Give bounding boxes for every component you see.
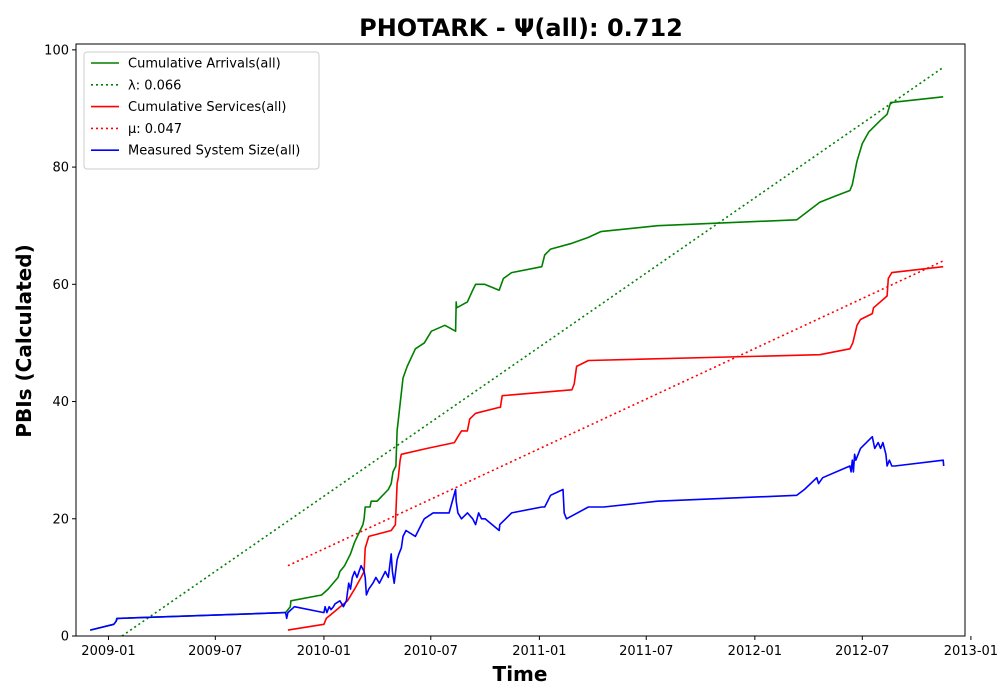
x-tick-label: 2009-01: [81, 644, 135, 659]
y-tick-label: 100: [44, 43, 69, 58]
x-axis-label: Time: [493, 662, 548, 686]
series-line-5: [90, 435, 945, 631]
y-tick-label: 40: [52, 395, 69, 410]
x-tick-label: 2009-07: [188, 644, 242, 659]
legend-box: [83, 51, 320, 170]
x-axis: 2009-01 2009-07 2010-01 2010-07 2011-01 2011-…: [81, 636, 998, 659]
plot-area: [90, 66, 945, 636]
series-line-3: [287, 265, 944, 631]
legend-label-5: Measured System Size(all): [128, 144, 300, 159]
x-tick-label: 2010-07: [404, 644, 458, 659]
series-line-2: [121, 66, 944, 636]
chart-title: PHOTARK - Ψ(all): 0.712: [359, 14, 683, 42]
y-axis: 0 20 40 60 80 100: [44, 43, 76, 645]
x-tick-label: 2011-01: [512, 644, 566, 659]
x-tick-label: 2013-01: [944, 644, 998, 659]
x-tick-label: 2012-07: [835, 644, 889, 659]
legend-label-3: Cumulative Services(all): [128, 100, 286, 115]
legend-label-1: Cumulative Arrivals(all): [128, 57, 281, 72]
y-tick-label: 20: [52, 512, 69, 527]
y-tick-label: 0: [61, 630, 69, 645]
x-tick-label: 2010-01: [297, 644, 351, 659]
y-axis-label: PBIs (Calculated): [12, 244, 36, 437]
legend-label-4: μ: 0.047: [128, 122, 182, 137]
plot-frame: [75, 43, 966, 637]
legend: Cumulative Arrivals(all) λ: 0.066 Cumulati…: [83, 51, 320, 170]
legend-label-2: λ: 0.066: [128, 78, 181, 93]
x-tick-label: 2012-01: [728, 644, 782, 659]
y-tick-label: 80: [52, 161, 69, 176]
x-tick-label: 2011-07: [619, 644, 673, 659]
series-line-4: [287, 260, 944, 567]
series-line-1: [90, 96, 944, 631]
y-tick-label: 60: [52, 278, 69, 293]
